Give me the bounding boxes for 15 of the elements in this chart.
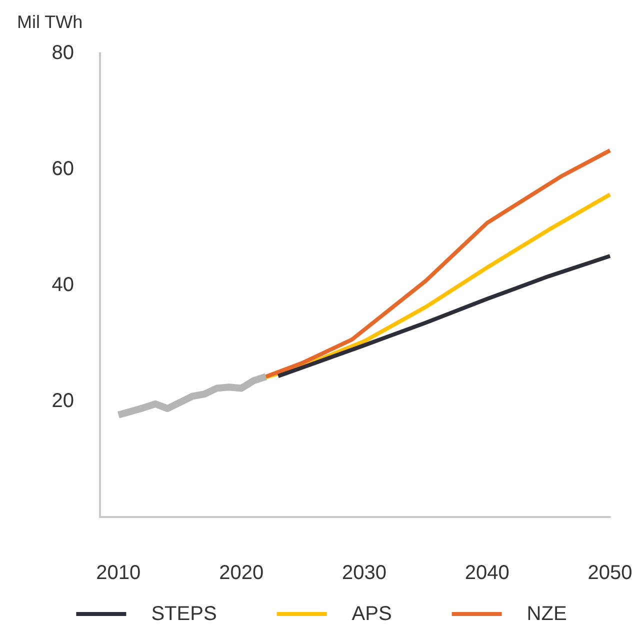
legend-label: STEPS	[151, 603, 217, 625]
x-tick-label: 2050	[588, 562, 632, 584]
x-tick-label: 2030	[342, 562, 386, 584]
y-axis-title: Mil TWh	[17, 12, 83, 32]
line-series	[276, 254, 612, 378]
legend-label: NZE	[526, 603, 567, 625]
x-tick-label: 2040	[464, 562, 510, 584]
x-tick-label: 2010	[96, 562, 141, 584]
y-tick-label: 40	[52, 274, 74, 296]
x-tick-label: 2020	[219, 562, 264, 584]
y-tick-label: 80	[52, 42, 74, 64]
y-tick-label: 20	[52, 390, 74, 412]
legend-label: APS	[352, 603, 392, 625]
y-tick-label: 60	[52, 158, 74, 180]
line-series	[264, 148, 612, 379]
